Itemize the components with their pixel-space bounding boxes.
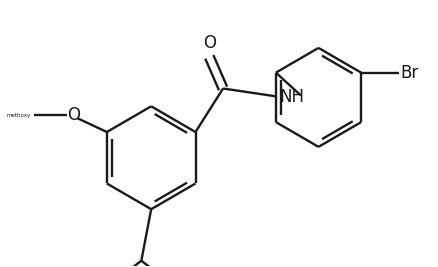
Text: O: O [202, 34, 215, 52]
Text: O: O [67, 106, 80, 124]
Text: NH: NH [279, 88, 304, 106]
Text: methoxy: methoxy [7, 113, 31, 118]
Text: Br: Br [399, 64, 418, 82]
